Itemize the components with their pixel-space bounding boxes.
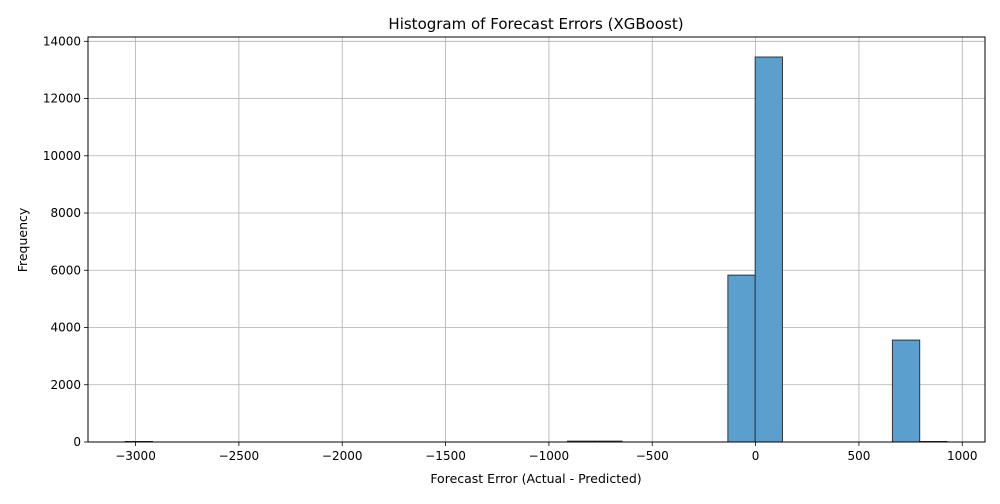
x-tick-label: −1500 <box>425 449 466 463</box>
x-tick-label: −1000 <box>529 449 570 463</box>
y-tick-label: 6000 <box>50 263 81 277</box>
histogram-bar <box>727 274 756 443</box>
x-tick-label: 1000 <box>947 449 978 463</box>
y-tick-label: 4000 <box>50 321 81 335</box>
grid-layer <box>88 37 985 443</box>
y-tick-label: 8000 <box>50 206 81 220</box>
x-tick-label: −2000 <box>322 449 363 463</box>
bar-layer <box>124 56 948 443</box>
x-tick-label: −3000 <box>115 449 156 463</box>
plot-frame <box>87 36 986 443</box>
y-tick-label: 10000 <box>43 149 81 163</box>
y-tick-label: 12000 <box>43 92 81 106</box>
y-tick-label: 2000 <box>50 378 81 392</box>
y-tick-label: 0 <box>73 435 81 449</box>
x-tick-label: 0 <box>752 449 760 463</box>
y-axis-label: Frequency <box>15 207 30 272</box>
tick-layer: −3000 −2500 −2000 −1500 −1000 −500 0 500 1000020… <box>43 34 978 463</box>
x-tick-label: 500 <box>847 449 870 463</box>
x-tick-label: −500 <box>636 449 669 463</box>
y-tick-label: 14000 <box>43 34 81 48</box>
x-tick-label: −2500 <box>219 449 260 463</box>
histogram-bar <box>754 56 783 443</box>
x-axis-label: Forecast Error (Actual - Predicted) <box>430 471 641 486</box>
chart-title: Histogram of Forecast Errors (XGBoost) <box>388 15 683 33</box>
histogram-bar <box>891 339 921 443</box>
